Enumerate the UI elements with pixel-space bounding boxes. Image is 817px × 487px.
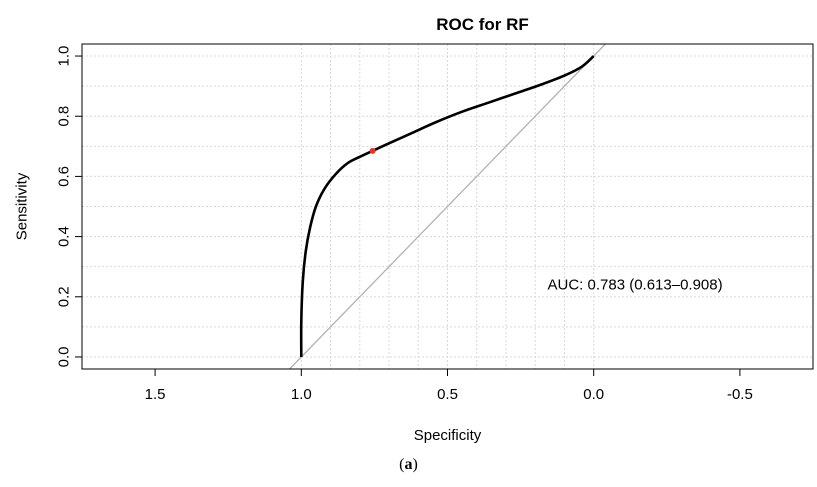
reference-diagonal [289, 43, 606, 370]
x-tick-label: 0.0 [583, 386, 604, 403]
reference-line [289, 43, 606, 370]
auc-annotation: AUC: 0.783 (0.613–0.908) [548, 277, 723, 294]
threshold-point [369, 147, 376, 154]
chart-title: ROC for RF [436, 15, 529, 34]
series-layer [299, 55, 595, 357]
x-tick-label: 1.0 [291, 386, 312, 403]
caption-label: a [404, 456, 413, 473]
y-tick-label: 0.8 [56, 106, 73, 127]
x-tick-label: 1.5 [145, 386, 166, 403]
axes: 1.5 1.0 0.5 0.0 -0.5 0.0 0.2 0.4 0.6 0.8 1.0 [56, 43, 814, 403]
y-tick-label: 0.6 [56, 166, 73, 187]
x-tick-label: 0.5 [437, 386, 458, 403]
y-tick-label: 0.2 [56, 286, 73, 307]
y-tick-label: 0.0 [56, 347, 73, 368]
x-tick-label: -0.5 [727, 386, 753, 403]
caption-close: ) [412, 456, 418, 473]
caption-open: ( [399, 456, 405, 473]
roc-chart: ROC for RF 1.5 1.0 0.5 0.0 -0.5 0.0 0.2 0.4 0.6 0… [14, 15, 814, 444]
y-axis-label: Sensitivity [14, 172, 31, 240]
y-tick-label: 0.4 [56, 226, 73, 247]
y-tick-label: 1.0 [56, 46, 73, 67]
figure-caption: (a) [0, 456, 817, 474]
x-axis-label: Specificity [414, 427, 482, 444]
